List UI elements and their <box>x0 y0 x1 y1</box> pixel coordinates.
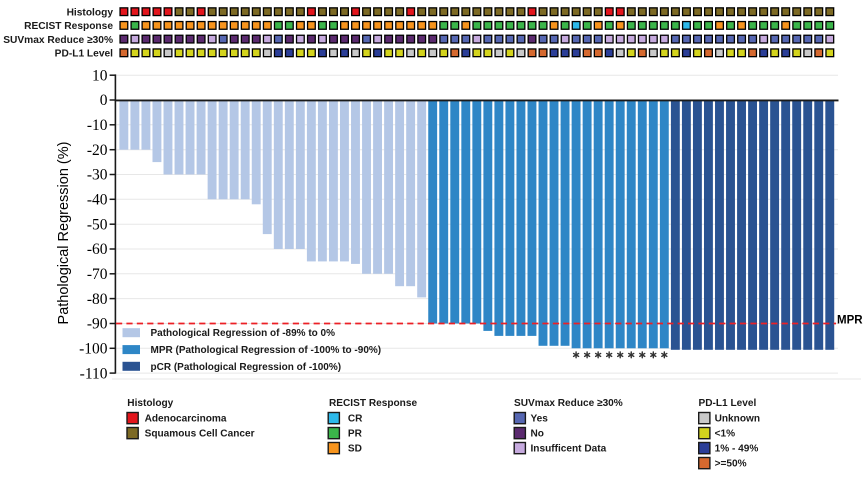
svg-text:-80: -80 <box>87 291 108 308</box>
svg-text:Pathological Regression (%): Pathological Regression (%) <box>56 142 72 325</box>
svg-text:-100: -100 <box>79 341 108 358</box>
svg-text:-50: -50 <box>87 216 108 233</box>
svg-text:0: 0 <box>100 92 108 109</box>
svg-text:-20: -20 <box>87 142 108 159</box>
svg-text:RECIST Response: RECIST Response <box>24 21 113 32</box>
svg-text:Squamous Cell Cancer: Squamous Cell Cancer <box>145 429 255 440</box>
svg-text:SD: SD <box>348 444 362 455</box>
svg-text:>=50%: >=50% <box>715 459 747 470</box>
svg-text:PD-L1 Level: PD-L1 Level <box>699 398 757 409</box>
svg-text:-70: -70 <box>87 266 108 283</box>
svg-text:PD-L1 Level: PD-L1 Level <box>55 49 113 60</box>
svg-text:SUVmax Reduce ≥30%: SUVmax Reduce ≥30% <box>514 398 623 409</box>
svg-text:-30: -30 <box>87 167 108 184</box>
svg-text:-90: -90 <box>87 316 108 333</box>
svg-text:pCR (Pathological Regression o: pCR (Pathological Regression of -100%) <box>151 362 342 373</box>
svg-text:MPR: MPR <box>837 314 863 326</box>
svg-text:Unknown: Unknown <box>715 414 760 425</box>
svg-text:RECIST Response: RECIST Response <box>329 398 417 409</box>
svg-text:Yes: Yes <box>531 414 549 425</box>
svg-text:PR: PR <box>348 429 363 440</box>
svg-text:Adenocarcinoma: Adenocarcinoma <box>145 414 227 425</box>
svg-text:1% - 49%: 1% - 49% <box>715 444 759 455</box>
svg-text:<1%: <1% <box>715 429 736 440</box>
svg-text:SUVmax Reduce ≥30%: SUVmax Reduce ≥30% <box>3 35 113 46</box>
svg-text:CR: CR <box>348 414 363 425</box>
svg-text:-110: -110 <box>80 365 108 382</box>
svg-text:Histology: Histology <box>67 8 114 19</box>
svg-text:MPR (Pathological Regression o: MPR (Pathological Regression of -100% to… <box>151 345 382 356</box>
svg-text:-10: -10 <box>87 117 108 134</box>
svg-text:Insufficent Data: Insufficent Data <box>531 444 607 455</box>
svg-text:10: 10 <box>92 67 108 84</box>
svg-text:Histology: Histology <box>127 398 173 409</box>
svg-text:-60: -60 <box>87 241 108 258</box>
svg-text:No: No <box>531 429 544 440</box>
svg-text:Pathological Regression of -89: Pathological Regression of -89% to 0% <box>151 328 336 339</box>
svg-text:-40: -40 <box>87 192 108 209</box>
